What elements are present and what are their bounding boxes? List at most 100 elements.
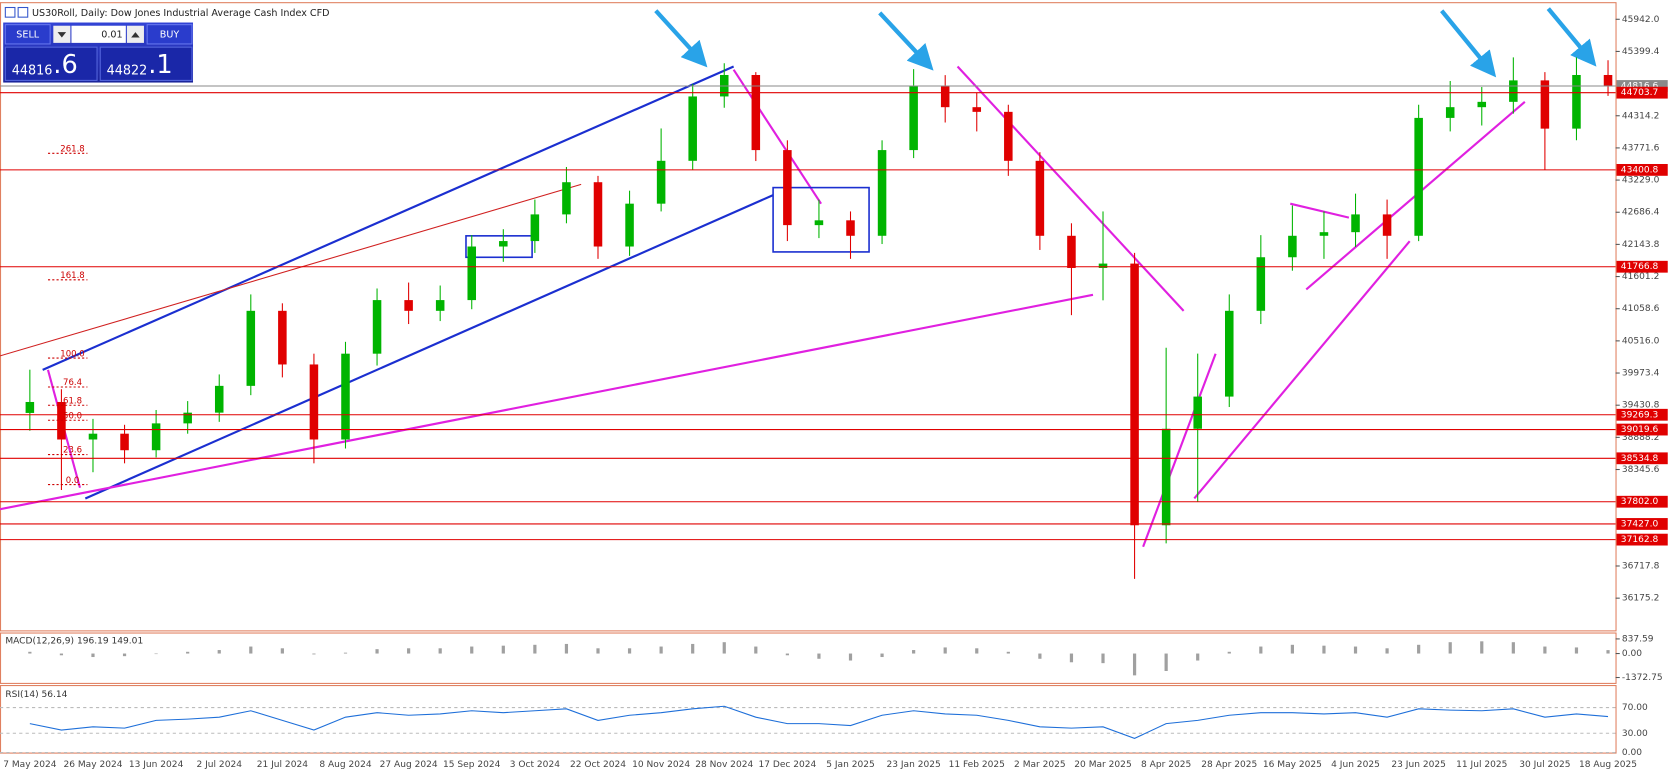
candle-body: [1161, 428, 1171, 526]
candle-body: [499, 241, 508, 247]
x-tick-label: 10 Nov 2024: [632, 760, 690, 770]
macd-bar: [722, 642, 726, 654]
macd-bar: [848, 653, 853, 661]
macd-bar: [912, 650, 916, 654]
ask-box[interactable]: [99, 46, 193, 81]
ask-main: 44822: [107, 63, 148, 78]
macd-bar: [1322, 645, 1326, 654]
macd-bar: [154, 653, 158, 655]
arrow: [654, 9, 708, 68]
candle-body: [1414, 117, 1423, 236]
y-tick-label: 42143.8: [1622, 240, 1660, 250]
candle-body: [1509, 80, 1518, 102]
icon[interactable]: [4, 6, 16, 18]
candle-body: [278, 310, 287, 365]
trendline: [732, 69, 822, 205]
trendline: [0, 293, 1094, 511]
x-tick-label: 28 Apr 2025: [1201, 760, 1257, 770]
macd-bar: [785, 653, 789, 656]
candle-body: [25, 401, 35, 413]
candle-body: [1130, 263, 1139, 526]
level-line-label: 44703.7: [1621, 88, 1658, 98]
x-tick-label: 8 Aug 2024: [319, 760, 371, 770]
level-line-label: 41766.8: [1621, 262, 1659, 272]
y-tick-label: -1372.75: [1622, 673, 1663, 683]
macd-bar: [564, 643, 569, 654]
x-tick-label: 22 Oct 2024: [570, 760, 626, 770]
candle-body: [1288, 235, 1297, 258]
candle-body: [183, 412, 192, 424]
level-line-tag: [1616, 408, 1668, 421]
x-tick-label: 7 May 2024: [3, 760, 56, 770]
y-tick-label: 38888.2: [1622, 433, 1659, 443]
candle-body: [341, 353, 350, 440]
macd-bar: [407, 648, 411, 654]
x-tick-label: 8 Apr 2025: [1141, 760, 1191, 770]
macd-bar: [880, 653, 884, 658]
y-tick-label: 39973.4: [1622, 369, 1660, 379]
level-line-label: 38534.8: [1621, 454, 1659, 464]
sell-button[interactable]: [4, 24, 51, 45]
y-tick-label: 41601.2: [1622, 272, 1659, 282]
candle-body: [1004, 111, 1013, 161]
macd-bar: [1227, 651, 1231, 654]
macd-bar: [1417, 644, 1421, 654]
macd-bar: [691, 643, 695, 654]
candle-body: [593, 182, 603, 247]
macd-bar: [59, 653, 64, 656]
volume-field[interactable]: [71, 25, 126, 43]
candle-body: [1224, 310, 1234, 397]
fib-label: 23.6: [63, 446, 82, 456]
x-tick-label: 28 Nov 2024: [695, 760, 753, 770]
level-line-label: 37427.0: [1621, 519, 1659, 529]
macd-bar: [1448, 642, 1452, 654]
candle-body: [404, 300, 413, 311]
x-tick-label: 20 Mar 2025: [1074, 760, 1131, 770]
macd-bar: [943, 647, 947, 654]
candle-body: [151, 423, 161, 451]
trendline: [1142, 353, 1217, 548]
macd-bar: [1511, 642, 1515, 654]
icon[interactable]: [17, 6, 29, 18]
bid-box[interactable]: [4, 46, 98, 81]
level-line-tag: [1616, 452, 1668, 465]
candle-body: [530, 214, 540, 242]
level-line-tag: [1616, 533, 1668, 546]
y-tick-label: 70.00: [1622, 703, 1648, 713]
y-tick-label: 44314.2: [1622, 111, 1659, 121]
buy-button[interactable]: [146, 24, 193, 45]
macd-bar: [186, 651, 190, 654]
arrow: [878, 11, 934, 71]
fib-label: 76.4: [63, 378, 82, 388]
candle-body: [1351, 214, 1360, 233]
macd-bar: [1543, 646, 1547, 654]
x-tick-label: 2 Mar 2025: [1014, 760, 1066, 770]
main-panel: [0, 2, 1617, 632]
indicator-title: RSI(14) 56.14: [5, 690, 67, 700]
x-tick-label: 17 Dec 2024: [758, 760, 816, 770]
indicator-title: MACD(12,26,9) 196.19 149.01: [5, 637, 143, 647]
fib-label: 61.8: [63, 396, 82, 406]
level-line-tag: [1616, 260, 1668, 273]
y-tick-label: 45399.4: [1622, 47, 1660, 57]
x-tick-label: 5 Jan 2025: [826, 760, 875, 770]
box: [465, 235, 533, 259]
level-line-label: 39019.6: [1621, 425, 1659, 435]
candle-body: [1445, 107, 1455, 118]
y-tick-label: 837.59: [1622, 634, 1654, 644]
ask-frac: .1: [148, 50, 172, 80]
candle-body: [1256, 257, 1266, 311]
candle-body: [1603, 74, 1613, 86]
macd-bar: [280, 648, 284, 654]
x-tick-label: 23 Jun 2025: [1391, 760, 1445, 770]
macd-bar: [1574, 647, 1579, 654]
level-line-tag: [1616, 495, 1668, 508]
candle-body: [1193, 396, 1202, 429]
candle-body: [1319, 232, 1329, 236]
rsi-line: [29, 705, 1609, 739]
candle-body: [909, 85, 918, 151]
y-tick-label: 0.00: [1622, 748, 1642, 758]
macd-panel: [0, 632, 1617, 684]
candle-body: [88, 433, 98, 440]
